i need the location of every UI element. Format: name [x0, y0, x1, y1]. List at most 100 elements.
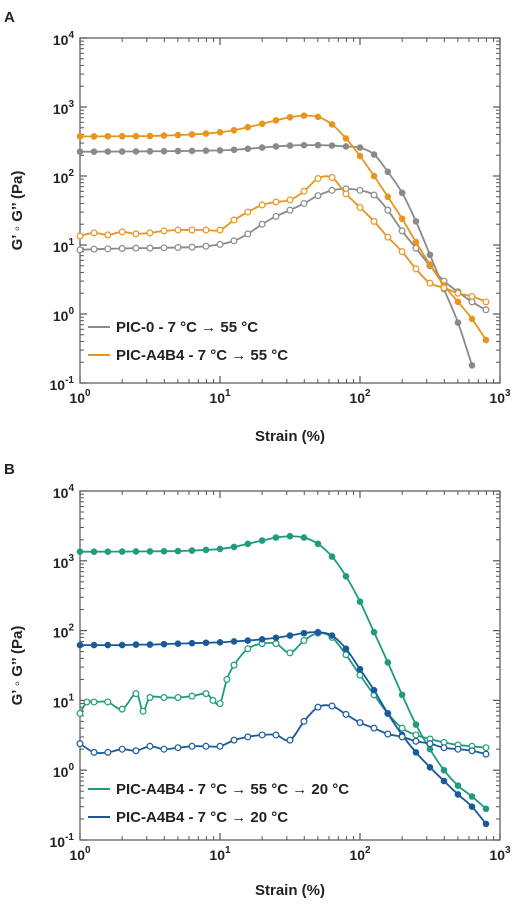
data-point	[286, 632, 294, 639]
y-tick-label: 10-1	[50, 375, 75, 393]
tick-base: 10	[209, 390, 225, 406]
data-point-open	[468, 292, 476, 300]
data-point-open	[76, 246, 84, 254]
data-point	[454, 791, 462, 798]
tick-exponent: 0	[85, 845, 91, 856]
data-point	[118, 548, 126, 555]
data-point-open	[118, 228, 126, 236]
data-point-open	[132, 230, 140, 238]
data-point-open	[314, 174, 322, 182]
tick-base: 10	[53, 485, 69, 501]
data-point-open	[132, 690, 140, 698]
data-point-open	[314, 703, 322, 711]
data-point	[230, 543, 238, 551]
data-point-open	[216, 240, 224, 248]
data-point-open	[286, 196, 294, 204]
series-line	[79, 188, 487, 311]
data-point	[216, 147, 224, 154]
data-point-open	[272, 212, 280, 220]
data-point	[118, 132, 126, 140]
data-point	[76, 148, 84, 155]
legend-label: PIC-0 - 7 °C → 55 °C	[116, 319, 258, 336]
x-tick-label: 103	[489, 845, 511, 863]
y-tick-label: 103	[53, 553, 75, 571]
tick-base: 10	[53, 101, 69, 117]
data-point	[342, 572, 350, 580]
data-point	[482, 336, 490, 344]
data-point-open	[132, 244, 140, 252]
plot-frame	[79, 490, 501, 841]
data-point	[174, 131, 182, 139]
data-point-open	[188, 742, 196, 750]
y-tick-label: 102	[53, 168, 75, 186]
tick-base: 10	[53, 170, 69, 186]
data-point-open	[188, 692, 196, 700]
data-point-open	[454, 289, 462, 297]
data-point-open	[202, 226, 210, 234]
data-point	[300, 112, 308, 119]
data-point-open	[90, 245, 98, 253]
data-point-open	[76, 740, 84, 748]
tick-exponent: 4	[68, 483, 74, 494]
series-line	[79, 175, 487, 303]
data-point-open	[272, 640, 280, 648]
data-point	[398, 215, 406, 223]
y-tick-label: 100	[53, 306, 75, 324]
data-point	[202, 147, 210, 154]
data-point-open	[356, 203, 364, 211]
data-point	[314, 628, 322, 636]
data-point-open	[90, 748, 98, 756]
x-tick-label: 102	[349, 845, 371, 863]
y-tick-label: 102	[53, 623, 75, 641]
data-point-open	[482, 750, 490, 758]
data-point	[370, 686, 378, 694]
x-tick-label: 101	[209, 388, 231, 406]
data-point	[426, 251, 434, 259]
data-point	[90, 133, 98, 140]
tick-exponent: 3	[68, 553, 74, 564]
data-point	[90, 548, 98, 556]
tick-base: 10	[50, 377, 66, 393]
data-point	[258, 537, 266, 544]
tick-base: 10	[53, 555, 69, 571]
data-point	[412, 238, 420, 246]
data-point	[384, 710, 392, 717]
data-point-open	[139, 707, 147, 715]
data-point-open	[398, 733, 406, 741]
data-point-open	[482, 744, 490, 752]
data-point-open	[146, 742, 154, 750]
data-point-open	[370, 191, 378, 199]
data-point	[356, 144, 364, 151]
data-point	[160, 147, 168, 155]
data-point	[244, 540, 252, 548]
data-point-open	[482, 306, 490, 314]
data-point	[370, 172, 378, 180]
data-point	[342, 143, 350, 150]
x-tick-label: 101	[209, 845, 231, 863]
data-point	[90, 641, 98, 649]
data-point-open	[160, 694, 168, 702]
tick-exponent: 1	[225, 388, 231, 399]
tick-exponent: 4	[68, 30, 74, 41]
data-point-open	[468, 747, 476, 755]
panel-letter: B	[4, 461, 15, 478]
data-point	[202, 546, 210, 554]
data-point	[146, 148, 154, 155]
x-tick-label: 103	[489, 388, 511, 406]
data-point-open	[146, 244, 154, 252]
data-point	[244, 123, 252, 131]
data-point	[188, 131, 196, 138]
legend-label: PIC-A4B4 - 7 °C → 55 °C	[116, 347, 288, 364]
data-point	[160, 547, 168, 555]
plot-frame	[79, 37, 501, 384]
data-point-open	[118, 705, 126, 713]
series-2	[76, 629, 490, 752]
data-point	[174, 547, 182, 555]
data-point-open	[384, 206, 392, 214]
tick-exponent: 0	[68, 762, 74, 773]
tick-base: 10	[489, 847, 505, 863]
tick-exponent: 2	[365, 845, 371, 856]
tick-base: 10	[53, 239, 69, 255]
data-point	[132, 132, 140, 140]
